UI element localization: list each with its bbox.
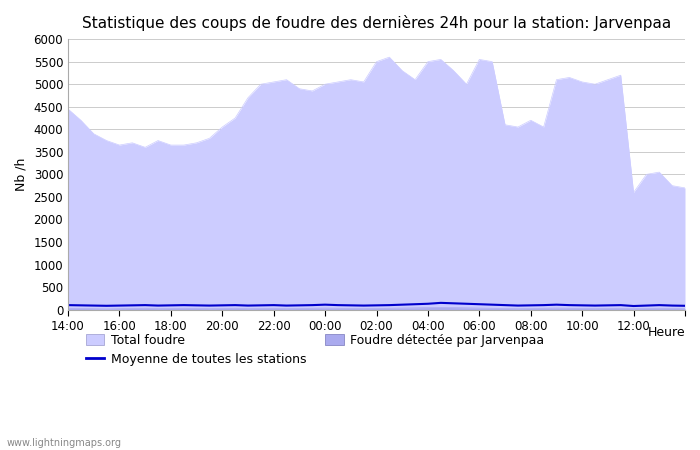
Text: www.lightningmaps.org: www.lightningmaps.org <box>7 438 122 448</box>
Legend: Total foudre, Moyenne de toutes les stations, Foudre détectée par Jarvenpaa: Total foudre, Moyenne de toutes les stat… <box>80 329 549 371</box>
Title: Statistique des coups de foudre des dernières 24h pour la station: Jarvenpaa: Statistique des coups de foudre des dern… <box>82 15 671 31</box>
Text: Heure: Heure <box>648 326 685 339</box>
Y-axis label: Nb /h: Nb /h <box>15 158 28 191</box>
